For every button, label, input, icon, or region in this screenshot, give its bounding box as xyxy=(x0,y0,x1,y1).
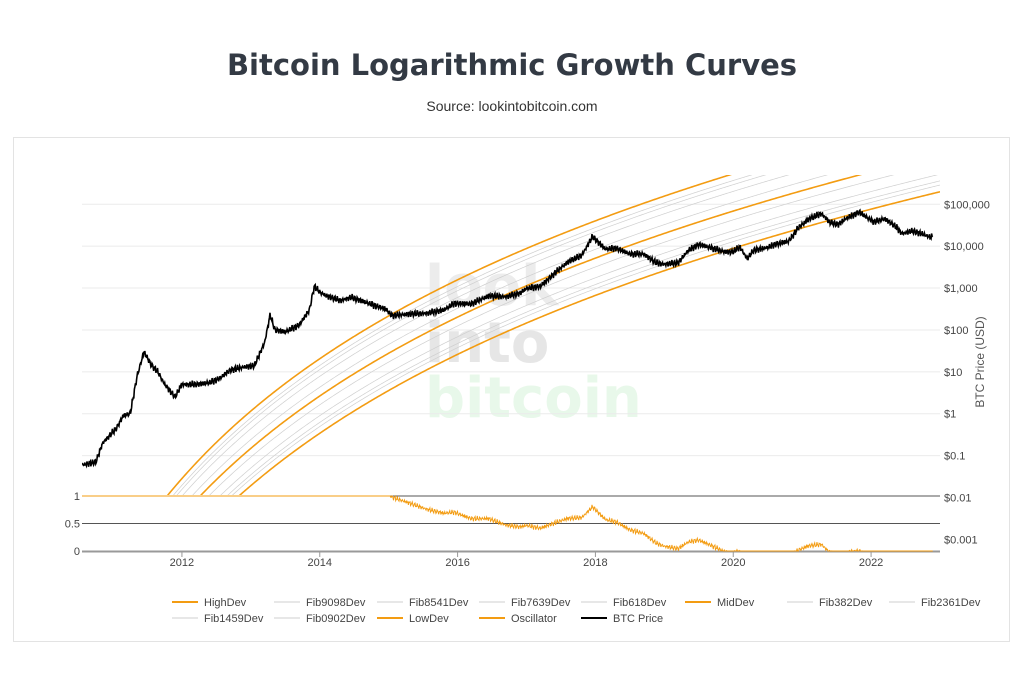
btc-price-line xyxy=(82,208,934,469)
watermark-bitcoin: bitcoin xyxy=(425,366,642,431)
chart-subtitle: Source: lookintobitcoin.com xyxy=(426,98,598,114)
band-line-fib2361dev xyxy=(220,175,939,495)
x-tick-label: 2016 xyxy=(445,557,469,569)
chart-frame xyxy=(13,137,1010,642)
band-line-fib7639dev xyxy=(182,175,790,495)
grid xyxy=(82,203,940,552)
band-line-fib382dev xyxy=(209,175,895,495)
band-line-fib618dev xyxy=(192,175,828,495)
price-tick-label: $10,000 xyxy=(944,241,984,253)
oscillator-line xyxy=(82,494,933,552)
oscillator-tick-label: 0.5 xyxy=(65,519,80,531)
legend-label-fib0902dev: Fib0902Dev xyxy=(306,613,366,625)
price-tick-label: $1,000 xyxy=(944,283,978,295)
legend: HighDev Fib9098Dev Fib8541Dev Fib7639Dev Fib… xyxy=(172,597,981,625)
band-line-fib1459dev xyxy=(227,180,940,495)
band-line-fib0902dev xyxy=(232,184,940,495)
band-line-fib9098dev xyxy=(173,175,753,495)
legend-label-fib382dev: Fib382Dev xyxy=(819,597,873,609)
x-tick-label: 2018 xyxy=(583,557,607,569)
price-tick-label: $10 xyxy=(944,367,962,379)
price-tick-label: $1 xyxy=(944,409,956,421)
price-axis-title: BTC Price (USD) xyxy=(973,316,987,407)
price-tick-label: $0.01 xyxy=(944,493,972,505)
x-tick-label: 2012 xyxy=(170,557,194,569)
chart-title: Bitcoin Logarithmic Growth Curves xyxy=(226,48,798,82)
legend-label-highdev: HighDev xyxy=(204,597,247,609)
legend-label-fib618dev: Fib618Dev xyxy=(613,597,667,609)
legend-label-btc-price: BTC Price xyxy=(613,613,663,625)
btc-price-layer xyxy=(82,208,934,469)
legend-label-fib8541dev: Fib8541Dev xyxy=(409,597,469,609)
legend-label-oscillator: Oscillator xyxy=(511,613,557,625)
legend-label-fib7639dev: Fib7639Dev xyxy=(511,597,571,609)
oscillator-panel xyxy=(82,494,933,552)
legend-label-fib2361dev: Fib2361Dev xyxy=(921,597,981,609)
oscillator-tick-label: 0 xyxy=(74,546,80,558)
legend-label-fib1459dev: Fib1459Dev xyxy=(204,613,264,625)
band-line-highdev xyxy=(166,175,732,495)
x-tick-label: 2020 xyxy=(721,557,745,569)
price-tick-label: $100,000 xyxy=(944,199,990,211)
axes: $100,000 $10,000 $1,000 $100 $10 $1 $0.1 $0.01 $… xyxy=(65,199,990,569)
price-tick-label: $0.001 xyxy=(944,534,978,546)
x-tick-label: 2022 xyxy=(859,557,883,569)
oscillator-tick-label: 1 xyxy=(74,491,80,503)
x-tick-label: 2014 xyxy=(308,557,332,569)
legend-label-fib9098dev: Fib9098Dev xyxy=(306,597,366,609)
price-tick-label: $100 xyxy=(944,325,968,337)
legend-label-lowdev: LowDev xyxy=(409,613,449,625)
legend-label-middev: MidDev xyxy=(717,597,755,609)
band-line-fib8541dev xyxy=(176,175,767,495)
price-tick-label: $0.1 xyxy=(944,451,965,463)
